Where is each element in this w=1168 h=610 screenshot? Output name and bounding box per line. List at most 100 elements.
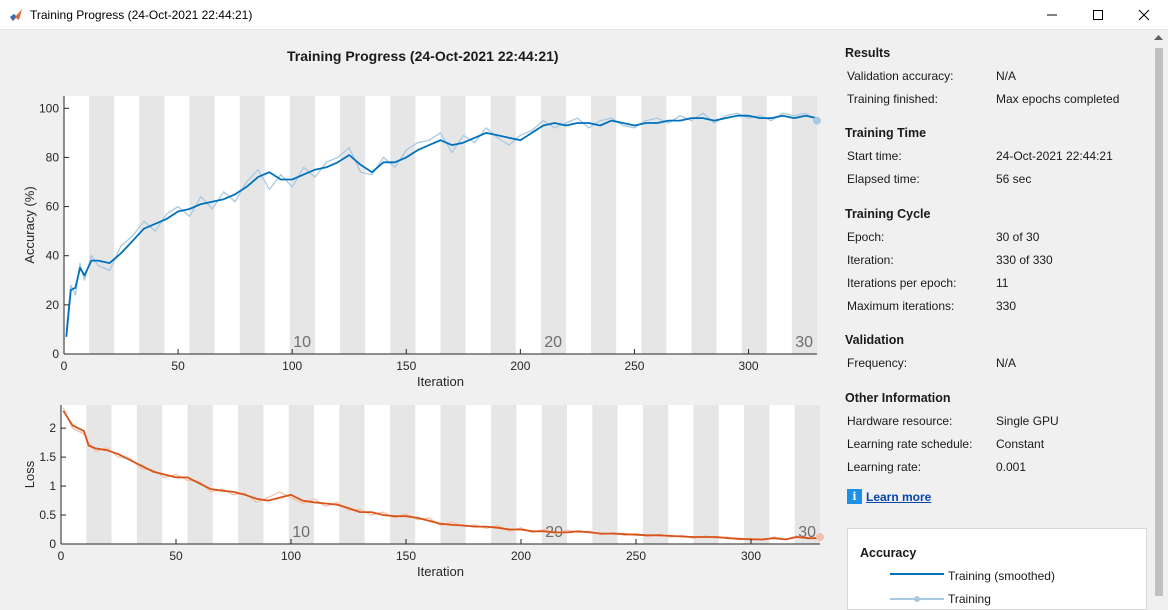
window-title: Training Progress (24-Oct-2021 22:44:21) [30,8,253,22]
x-tick-label: 150 [396,359,416,373]
learning-rate-schedule-value: Constant [996,437,1045,451]
matlab-logo-icon [10,9,22,21]
validation-heading: Validation [845,333,905,347]
y-axis-label: Accuracy (%) [22,186,37,263]
epoch-band [641,96,667,354]
results-heading: Results [845,46,891,60]
legend-title: Accuracy [860,546,917,560]
legend-raw-label: Training [948,592,991,606]
validation-accuracy-label: Validation accuracy: [847,69,954,83]
final-point-marker [816,533,824,542]
learn-more-link[interactable]: i Learn more [847,489,931,504]
epoch-band [794,405,820,544]
y-tick-label: 0.5 [39,508,56,522]
epoch-band [389,405,416,544]
elapsed-time-value: 56 sec [996,172,1032,186]
y-tick-label: 1 [49,479,56,493]
x-tick-label: 100 [281,549,301,563]
training-finished-label: Training finished: [847,92,938,106]
vertical-scrollbar[interactable] [1149,30,1168,600]
epoch-band [642,405,669,544]
legend-smoothed-label: Training (smoothed) [948,569,1055,583]
final-point-marker [813,116,821,125]
y-tick-label: 100 [39,101,59,115]
legend-raw-swatch [890,596,944,602]
epoch-band [440,96,466,354]
epoch-label: 10 [292,524,310,541]
epoch-label: 10 [293,334,311,351]
epoch-band [693,405,719,544]
epoch-band [744,405,770,544]
other-information-heading: Other Information [845,391,951,405]
learning-rate-label: Learning rate: [847,460,922,474]
hardware-resource-label: Hardware resource: [847,414,953,428]
x-tick-label: 0 [58,549,65,563]
x-tick-label: 250 [626,549,646,563]
y-tick-label: 20 [46,298,60,312]
epoch-band [86,405,112,544]
hardware-resource-value: Single GPU [996,414,1059,428]
learn-more-text[interactable]: Learn more [866,489,932,504]
x-tick-label: 100 [282,359,302,373]
frequency-label: Frequency: [847,356,908,370]
maximize-button[interactable] [1075,0,1121,30]
scrollbar-thumb[interactable] [1155,48,1163,596]
epoch-band [189,96,215,354]
training-cycle-heading: Training Cycle [845,207,931,221]
epoch-band [591,96,617,354]
x-tick-label: 300 [739,359,759,373]
accuracy-smoothed-line [65,114,818,337]
plot-title: Training Progress (24-Oct-2021 22:44:21) [287,48,559,64]
iterations-per-epoch-value: 11 [996,276,1009,290]
x-tick-label: 200 [510,359,530,373]
loss-plot: 10 20 300 50 100 150 200 250 30000.511.52Iterati… [22,405,824,579]
epoch-band [288,405,314,544]
epoch-label: 20 [544,334,562,351]
maximize-icon [1093,10,1103,20]
epoch-band [440,405,466,544]
accuracy-training-line [65,112,818,330]
training-time-heading: Training Time [845,126,927,140]
training-charts: 10 20 300 50 100 150 200 250 300020406080100Iter… [22,96,824,579]
frequency-value: N/A [996,356,1017,370]
close-icon [1138,9,1150,21]
epoch-band [239,96,265,354]
epoch-label: 30 [795,334,813,351]
x-tick-label: 150 [396,549,416,563]
training-finished-value: Max epochs completed [996,92,1120,106]
epoch-band [691,96,717,354]
epoch-band [339,405,365,544]
iteration-value: 330 of 330 [996,253,1053,267]
y-tick-label: 40 [46,249,60,263]
learning-rate-value: 0.001 [996,460,1027,474]
close-button[interactable] [1121,0,1167,30]
x-tick-label: 50 [169,549,183,563]
y-tick-label: 0 [49,537,56,551]
epoch-band [238,405,264,544]
epoch-band [289,96,315,354]
epoch-band [187,405,213,544]
y-tick-label: 1.5 [39,450,56,464]
minimize-button[interactable] [1029,0,1075,30]
epoch-band [89,96,115,354]
epoch-band [390,96,416,354]
legend-smoothed-swatch [890,573,944,575]
x-tick-label: 200 [511,549,531,563]
minimize-icon [1047,14,1057,16]
elapsed-time-label: Elapsed time: [847,172,920,186]
x-tick-label: 300 [741,549,761,563]
y-tick-label: 80 [46,150,60,164]
scroll-up-arrow-icon[interactable] [1154,34,1163,40]
epoch-band [791,96,817,354]
iterations-per-epoch-label: Iterations per epoch: [847,276,957,290]
window-titlebar: Training Progress (24-Oct-2021 22:44:21) [0,0,1168,30]
x-tick-label: 250 [624,359,644,373]
epoch-label: Epoch: [847,230,885,244]
x-tick-label: 50 [171,359,185,373]
y-axis-label: Loss [22,460,37,488]
epoch-band [741,96,767,354]
accuracy-plot: 10 20 300 50 100 150 200 250 300020406080100Iter… [22,96,821,389]
epoch-band [340,96,366,354]
maximum-iterations-value: 330 [996,299,1017,313]
epoch-band [540,96,566,354]
